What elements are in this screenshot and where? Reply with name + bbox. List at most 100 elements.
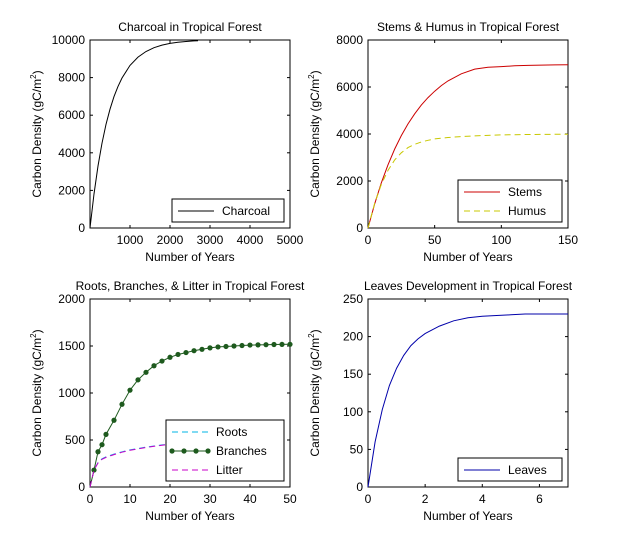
legend-marker	[193, 448, 199, 454]
legend-label-leaves: Leaves	[508, 463, 547, 477]
series-marker-branches	[103, 431, 109, 437]
y-tick-label: 0	[356, 221, 363, 235]
x-tick-label: 50	[428, 233, 442, 247]
x-tick-label: 3000	[197, 233, 224, 247]
y-tick-label: 2000	[336, 174, 363, 188]
series-marker-branches	[239, 342, 245, 349]
series-marker-branches	[99, 442, 105, 448]
x-tick-label: 30	[203, 492, 217, 506]
y-axis-label-text: Carbon Density (gC/m	[308, 79, 322, 198]
series-line-leaves	[367, 313, 568, 488]
chart-panel-3: Roots, Branches, & Litter in Tropical Fo…	[29, 279, 305, 523]
y-axis-label: Carbon Density (gC/m2)	[307, 70, 322, 197]
legend-box	[457, 179, 563, 223]
series-marker-branches	[111, 417, 117, 423]
x-tick-label: 150	[558, 233, 578, 247]
y-tick-label: 100	[343, 405, 363, 419]
legend-label-humus: Humus	[508, 204, 546, 218]
x-tick-label: 10	[123, 492, 137, 506]
x-tick-label: 20	[163, 492, 177, 506]
y-tick-label: 200	[343, 330, 363, 344]
series-marker-branches	[207, 345, 213, 351]
y-axis-label-end: )	[30, 70, 44, 74]
series-marker-branches	[215, 344, 221, 350]
legend: Charcoal	[171, 198, 285, 223]
y-tick-label: 150	[343, 367, 363, 381]
legend-label-charcoal: Charcoal	[222, 204, 270, 218]
y-tick-label: 0	[356, 480, 363, 494]
series-marker-branches	[95, 449, 101, 455]
x-axis-label: Number of Years	[145, 509, 234, 523]
chart-panel-1: Charcoal in Tropical Forest Number of Yea…	[29, 20, 304, 264]
y-tick-label: 4000	[58, 146, 85, 160]
y-tick-label: 8000	[58, 71, 85, 85]
series-marker-branches	[255, 342, 261, 348]
series-marker-branches	[119, 401, 125, 407]
series-marker-branches	[199, 346, 205, 352]
axes-box	[89, 39, 291, 229]
series-marker-branches	[167, 354, 173, 360]
legend-box	[171, 198, 285, 223]
y-tick-label: 2000	[58, 292, 85, 306]
legend-label-litter: Litter	[216, 463, 243, 477]
x-tick-label: 4000	[237, 233, 264, 247]
y-axis-label-superscript: 2	[29, 333, 38, 338]
series-marker-branches	[279, 341, 285, 348]
x-tick-label: 5000	[277, 233, 304, 247]
x-tick-label: 4	[479, 492, 486, 506]
legend-marker	[169, 448, 175, 454]
chart-panel-4: Leaves Development in Tropical Forest Num…	[307, 279, 573, 523]
series-marker-branches	[183, 349, 189, 356]
y-axis-label: Carbon Density (gC/m2)	[29, 329, 44, 456]
series-marker-branches	[159, 358, 165, 364]
series-marker-branches	[127, 387, 133, 393]
y-tick-label: 10000	[52, 33, 86, 47]
y-tick-label: 250	[343, 292, 363, 306]
series-marker-branches	[287, 341, 293, 347]
y-axis-label-superscript: 2	[29, 74, 38, 79]
y-tick-label: 6000	[58, 108, 85, 122]
y-tick-label: 8000	[336, 33, 363, 47]
y-tick-label: 50	[350, 442, 364, 456]
y-tick-label: 0	[78, 221, 85, 235]
x-tick-label: 1000	[117, 233, 144, 247]
y-axis-label-text: Carbon Density (gC/m	[30, 338, 44, 457]
legend: Stems Humus	[457, 179, 563, 223]
y-axis-label-text: Carbon Density (gC/m	[30, 79, 44, 198]
series-marker-branches	[151, 363, 157, 369]
chart-title: Stems & Humus in Tropical Forest	[377, 20, 560, 34]
chart-title: Leaves Development in Tropical Forest	[364, 279, 573, 293]
series-marker-branches	[175, 351, 181, 358]
legend-marker	[205, 448, 211, 454]
series-marker-branches	[247, 342, 253, 348]
x-tick-label: 6	[536, 492, 543, 506]
y-tick-label: 500	[65, 433, 85, 447]
y-tick-label: 1500	[58, 339, 85, 353]
y-tick-label: 4000	[336, 127, 363, 141]
series-marker-branches	[231, 343, 237, 349]
series-line-charcoal	[89, 40, 199, 229]
legend-marker	[181, 448, 187, 454]
x-tick-label: 50	[283, 492, 297, 506]
series-marker-branches	[191, 348, 197, 354]
series-marker-branches	[271, 341, 277, 348]
series-marker-branches	[143, 369, 149, 375]
legend-label-roots: Roots	[216, 425, 247, 439]
x-tick-label: 2	[422, 492, 429, 506]
series-line-humus	[367, 133, 569, 229]
y-axis-label: Carbon Density (gC/m2)	[29, 70, 44, 197]
x-axis-label: Number of Years	[423, 509, 512, 523]
series-marker-branches	[263, 342, 269, 348]
chart-title: Roots, Branches, & Litter in Tropical Fo…	[76, 279, 305, 293]
legend: Roots Branches Litter	[165, 419, 285, 482]
y-axis-label-end: )	[308, 329, 322, 333]
y-tick-label: 0	[78, 480, 85, 494]
y-axis-label-end: )	[30, 329, 44, 333]
y-axis-label-superscript: 2	[307, 74, 316, 79]
y-tick-label: 2000	[58, 183, 85, 197]
series-marker-branches	[223, 343, 229, 350]
legend-box	[457, 457, 563, 482]
legend-label-branches: Branches	[216, 444, 267, 458]
series-marker-branches	[91, 467, 97, 473]
